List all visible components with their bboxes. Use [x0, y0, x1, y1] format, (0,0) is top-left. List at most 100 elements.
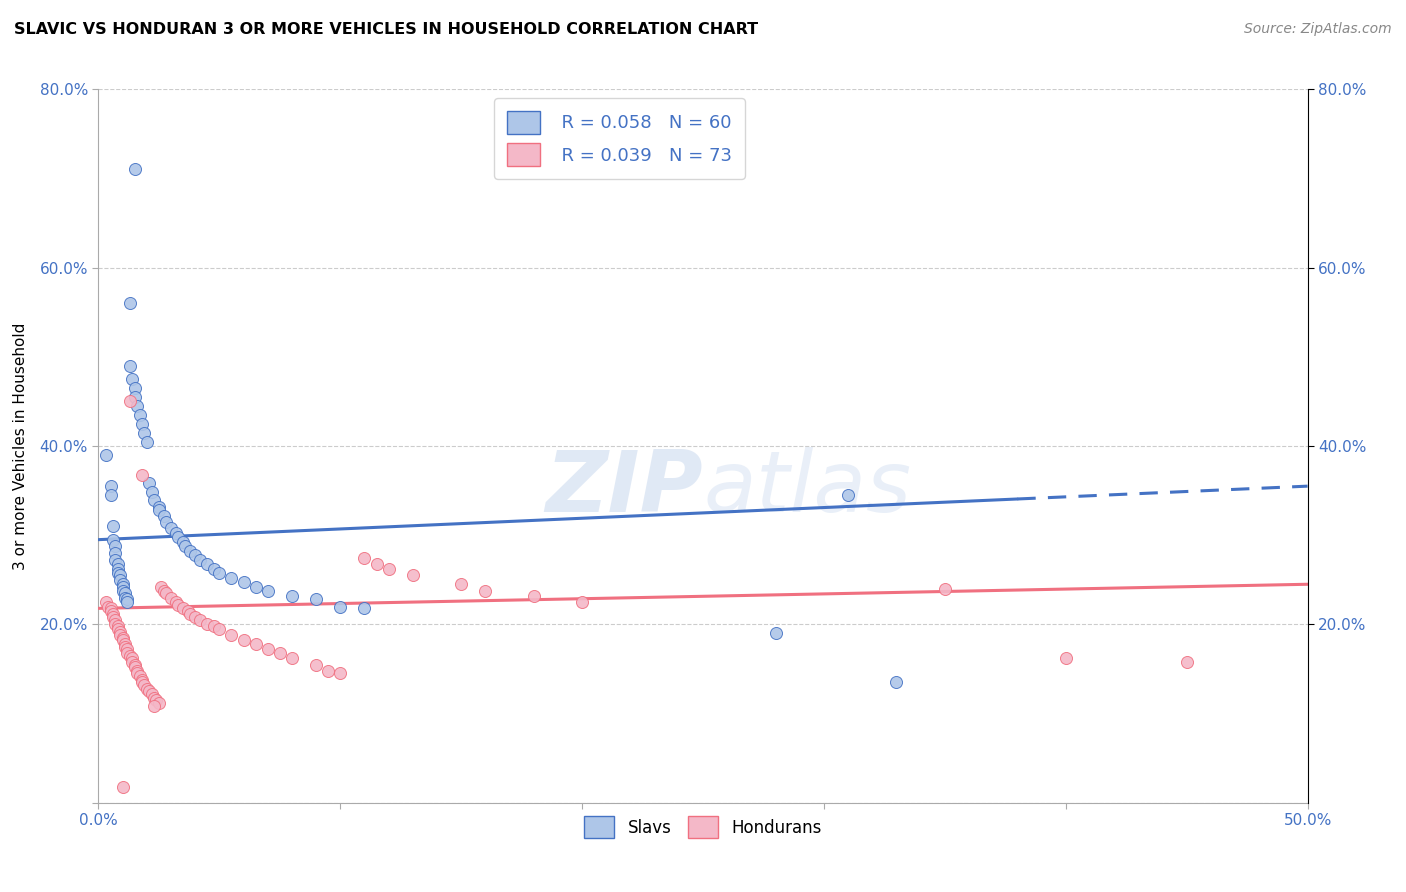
Text: ZIP: ZIP — [546, 447, 703, 531]
Point — [208, 622, 231, 636]
Point — [269, 646, 291, 660]
Point — [305, 657, 328, 672]
Point — [177, 604, 200, 618]
Point — [165, 526, 187, 541]
Point — [107, 566, 129, 580]
Point — [145, 693, 167, 707]
Point — [148, 696, 170, 710]
Point — [184, 548, 207, 562]
Point — [118, 394, 141, 409]
Point — [100, 601, 122, 615]
Point — [101, 610, 124, 624]
Point — [118, 296, 141, 310]
Point — [117, 642, 139, 657]
Point — [221, 571, 243, 585]
Point — [128, 669, 150, 683]
Point — [208, 566, 231, 580]
Point — [135, 681, 157, 696]
Point — [305, 592, 328, 607]
Point — [172, 601, 194, 615]
Point — [138, 684, 160, 698]
Point — [245, 580, 267, 594]
Point — [141, 687, 163, 701]
Point — [101, 533, 124, 547]
Point — [107, 619, 129, 633]
Point — [101, 607, 124, 621]
Point — [204, 619, 226, 633]
Point — [118, 359, 141, 373]
Point — [124, 657, 146, 672]
Point — [152, 508, 174, 523]
Point — [174, 539, 197, 553]
Point — [100, 479, 122, 493]
Point — [256, 583, 278, 598]
Point — [124, 381, 146, 395]
Point — [121, 651, 143, 665]
Point — [131, 467, 153, 482]
Legend: Slavs, Hondurans: Slavs, Hondurans — [578, 810, 828, 845]
Point — [179, 607, 201, 621]
Point — [138, 476, 160, 491]
Point — [886, 675, 908, 690]
Point — [131, 673, 153, 687]
Point — [127, 399, 149, 413]
Point — [104, 617, 127, 632]
Point — [117, 646, 139, 660]
Point — [104, 539, 127, 553]
Point — [114, 640, 136, 654]
Point — [281, 589, 304, 603]
Point — [111, 583, 134, 598]
Point — [353, 601, 375, 615]
Point — [329, 666, 352, 681]
Point — [195, 557, 218, 571]
Point — [111, 580, 134, 594]
Point — [160, 521, 183, 535]
Text: atlas: atlas — [703, 447, 911, 531]
Point — [124, 390, 146, 404]
Point — [232, 633, 254, 648]
Point — [232, 574, 254, 589]
Point — [143, 699, 166, 714]
Point — [571, 595, 593, 609]
Point — [165, 595, 187, 609]
Point — [195, 617, 218, 632]
Point — [111, 633, 134, 648]
Point — [121, 372, 143, 386]
Point — [1054, 651, 1077, 665]
Point — [353, 550, 375, 565]
Point — [108, 624, 131, 639]
Point — [111, 780, 134, 794]
Point — [450, 577, 472, 591]
Point — [124, 162, 146, 177]
Point — [155, 515, 177, 529]
Point — [111, 577, 134, 591]
Y-axis label: 3 or more Vehicles in Household: 3 or more Vehicles in Household — [14, 322, 28, 570]
Point — [121, 655, 143, 669]
Point — [104, 553, 127, 567]
Point — [204, 562, 226, 576]
Point — [316, 664, 339, 678]
Point — [108, 573, 131, 587]
Point — [179, 544, 201, 558]
Point — [101, 519, 124, 533]
Point — [143, 690, 166, 705]
Point — [377, 562, 399, 576]
Point — [128, 408, 150, 422]
Point — [474, 583, 496, 598]
Point — [108, 628, 131, 642]
Point — [141, 485, 163, 500]
Point — [94, 595, 117, 609]
Point — [143, 492, 166, 507]
Point — [934, 582, 956, 596]
Point — [402, 568, 425, 582]
Point — [114, 586, 136, 600]
Point — [104, 613, 127, 627]
Point — [94, 448, 117, 462]
Point — [221, 628, 243, 642]
Point — [188, 553, 211, 567]
Point — [134, 425, 156, 440]
Point — [135, 434, 157, 449]
Point — [329, 599, 352, 614]
Point — [118, 648, 141, 663]
Point — [134, 678, 156, 692]
